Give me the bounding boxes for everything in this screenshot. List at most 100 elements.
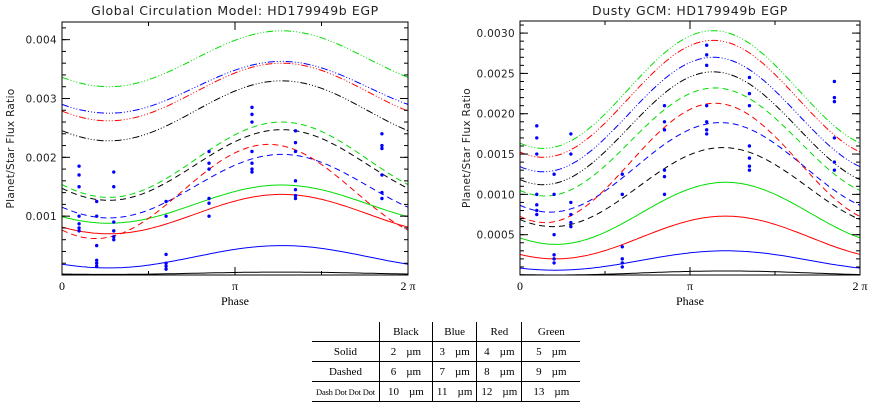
data-point (704, 103, 709, 108)
data-point (747, 164, 752, 168)
data-point (164, 267, 168, 271)
legend-col-black: Black (378, 322, 433, 342)
data-point (620, 261, 624, 265)
legend-unit: µm (408, 385, 424, 398)
series-line-blue-solid (61, 245, 409, 269)
legend-row-solid: Solid 2 µm 3 µm 4 µm 5 µm (312, 341, 581, 362)
legend-value: 10 (387, 385, 399, 398)
y-axis-label: Planet/Star Flux Ratio (5, 88, 17, 208)
legend-unit: µm (499, 365, 515, 378)
data-point (207, 161, 211, 165)
data-point (662, 168, 667, 172)
series-line-green-dashed (61, 121, 409, 198)
data-point (704, 63, 709, 68)
legend-unit: µm (499, 345, 515, 358)
x-tick-label: 2 π (852, 279, 867, 293)
data-point (207, 214, 211, 218)
legend-col-green: Green (521, 322, 581, 342)
data-point (747, 103, 752, 108)
legend-value: 4 (484, 345, 490, 358)
data-point (832, 168, 837, 172)
data-point (832, 136, 837, 140)
data-point (380, 196, 384, 201)
series-line-green-solid (61, 184, 409, 224)
data-point (620, 192, 624, 197)
data-point (620, 172, 624, 176)
data-point (250, 105, 254, 110)
legend-unit: µm (551, 365, 567, 378)
data-point (704, 128, 709, 132)
data-point (552, 261, 556, 265)
data-point (747, 144, 752, 148)
data-point (112, 220, 116, 224)
data-point (293, 140, 298, 145)
data-point (250, 112, 254, 117)
data-point (293, 129, 298, 133)
x-tick-label: 2 π (400, 279, 415, 293)
data-point (569, 132, 573, 136)
x-axis-label: Phase (221, 294, 249, 308)
data-point (552, 192, 556, 197)
legend-unit: µm (502, 385, 518, 398)
data-point (704, 132, 709, 136)
data-point (535, 203, 539, 207)
data-point (293, 193, 298, 198)
data-point (293, 149, 298, 154)
x-tick-label: π (687, 279, 693, 293)
data-point (112, 170, 116, 174)
y-tick-label: 0.0030 (476, 28, 515, 40)
data-point (293, 179, 298, 183)
data-point (535, 152, 539, 156)
x-axis-label: Phase (676, 294, 704, 308)
data-point (620, 245, 624, 249)
data-point (535, 124, 539, 128)
series-line-blue-solid (519, 250, 861, 271)
y-tick-label: 0.001 (25, 211, 57, 223)
x-tick-label: 0 (59, 279, 65, 293)
data-point (94, 243, 99, 248)
legend-value: 11 (436, 385, 448, 398)
data-point (662, 192, 667, 197)
x-tick-label: π (232, 279, 238, 293)
legend-value: 6 (390, 365, 397, 378)
legend-value: 12 (481, 385, 493, 398)
data-point (77, 164, 81, 168)
series-line-black-dashdotdotdot (61, 80, 409, 142)
series-line-blue-dashdotdotdot (519, 56, 861, 173)
data-point (832, 95, 837, 100)
data-point (77, 226, 81, 230)
data-point (380, 190, 384, 195)
data-point (380, 143, 384, 148)
data-point (662, 120, 667, 124)
y-tick-label: 0.0010 (476, 189, 515, 201)
chart-1: Global Circulation Model: HD179949b EGP P… (5, 3, 416, 308)
legend-table: Black Blue Red Green Solid 2 µm 3 µm 4 µm 5… (312, 322, 581, 402)
legend-value: 2 (390, 345, 397, 358)
series-line-black-dashdotdotdot (519, 71, 861, 186)
data-point (207, 167, 211, 171)
data-point (77, 173, 81, 177)
legend-value: 7 (439, 365, 445, 378)
data-point (250, 149, 254, 154)
y-tick-label: 0.0025 (476, 68, 515, 80)
y-tick-label: 0.002 (25, 152, 57, 164)
legend-row-dashed: Dashed 6 µm 7 µm 8 µm 9 µm (312, 361, 581, 382)
data-point (112, 185, 116, 189)
data-point (704, 53, 709, 57)
data-point (569, 200, 573, 205)
data-point (569, 220, 573, 225)
data-point (94, 258, 99, 262)
data-point (662, 103, 667, 108)
y-axis-label: Planet/Star Flux Ratio (461, 88, 473, 208)
legend-value: 3 (439, 345, 445, 358)
legend-unit: µm (406, 345, 422, 358)
data-point (662, 174, 667, 179)
series-line-green-dashed (519, 87, 861, 197)
x-tick-label: 0 (517, 279, 523, 293)
series-line-red-dashdotdotdot (61, 62, 409, 122)
data-point (77, 185, 81, 189)
legend-unit: µm (454, 365, 470, 378)
series-line-black-dashed (519, 147, 861, 228)
series-line-green-solid (519, 181, 861, 245)
data-point (77, 229, 81, 233)
